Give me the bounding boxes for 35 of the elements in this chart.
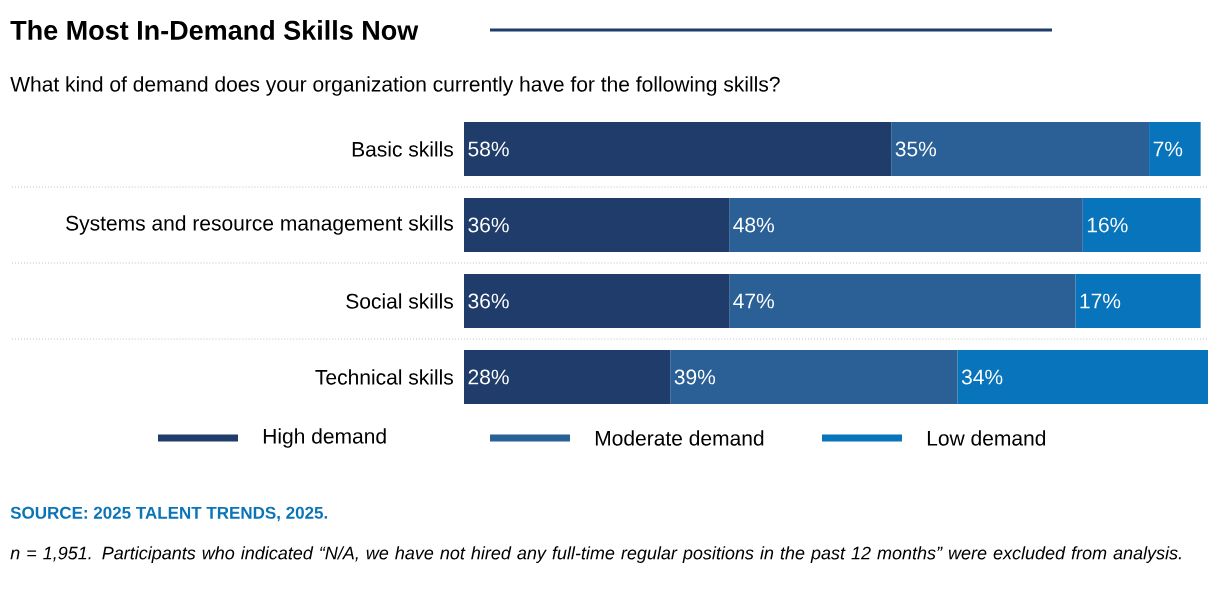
- data-label: 36%: [468, 217, 509, 233]
- bar: [464, 198, 730, 253]
- bar: [957, 350, 1209, 405]
- y-tick-label: Systems and resource management skills: [66, 215, 453, 235]
- text: n = 1,951. Participants who indicated “N/A, we have not hired any full-time regular positions in the past 12 months” were excluded from analysis.: [10, 546, 1181, 563]
- legend-label: High demand: [263, 428, 386, 448]
- bar: [464, 122, 892, 177]
- data-label: 17%: [1080, 293, 1121, 309]
- data-label: 34%: [961, 369, 1003, 385]
- data-label: 16%: [1087, 217, 1128, 233]
- data-label: 28%: [468, 369, 509, 385]
- bar: [1149, 122, 1201, 177]
- legend-label: Low demand: [927, 430, 1046, 446]
- data-label: 47%: [733, 293, 774, 309]
- bar: [1075, 274, 1201, 329]
- bar: [670, 350, 958, 405]
- legend-label: Moderate demand: [595, 430, 764, 446]
- bar: [1082, 198, 1201, 253]
- data-label: 39%: [674, 369, 716, 385]
- bar: [891, 122, 1150, 177]
- bar: [464, 274, 730, 329]
- chart-subtitle: What kind of demand does your organization currently have for the following skills?: [10, 76, 780, 96]
- source-note: SOURCE: 2025 TALENT TRENDS, 2025.: [10, 506, 328, 522]
- bar: [464, 350, 671, 405]
- data-label: 58%: [468, 141, 509, 157]
- data-label: 35%: [895, 141, 937, 157]
- y-tick-label: Basic skills: [352, 141, 453, 157]
- data-label: 48%: [733, 217, 774, 233]
- data-label: 7%: [1153, 141, 1183, 157]
- text: The Most In-Demand Skills Now: [10, 20, 419, 40]
- y-tick-label: Technical skills: [315, 369, 453, 385]
- bar: [729, 274, 1076, 329]
- bar: [729, 198, 1083, 253]
- data-label: 36%: [468, 293, 509, 309]
- y-tick-label: Social skills: [346, 293, 453, 309]
